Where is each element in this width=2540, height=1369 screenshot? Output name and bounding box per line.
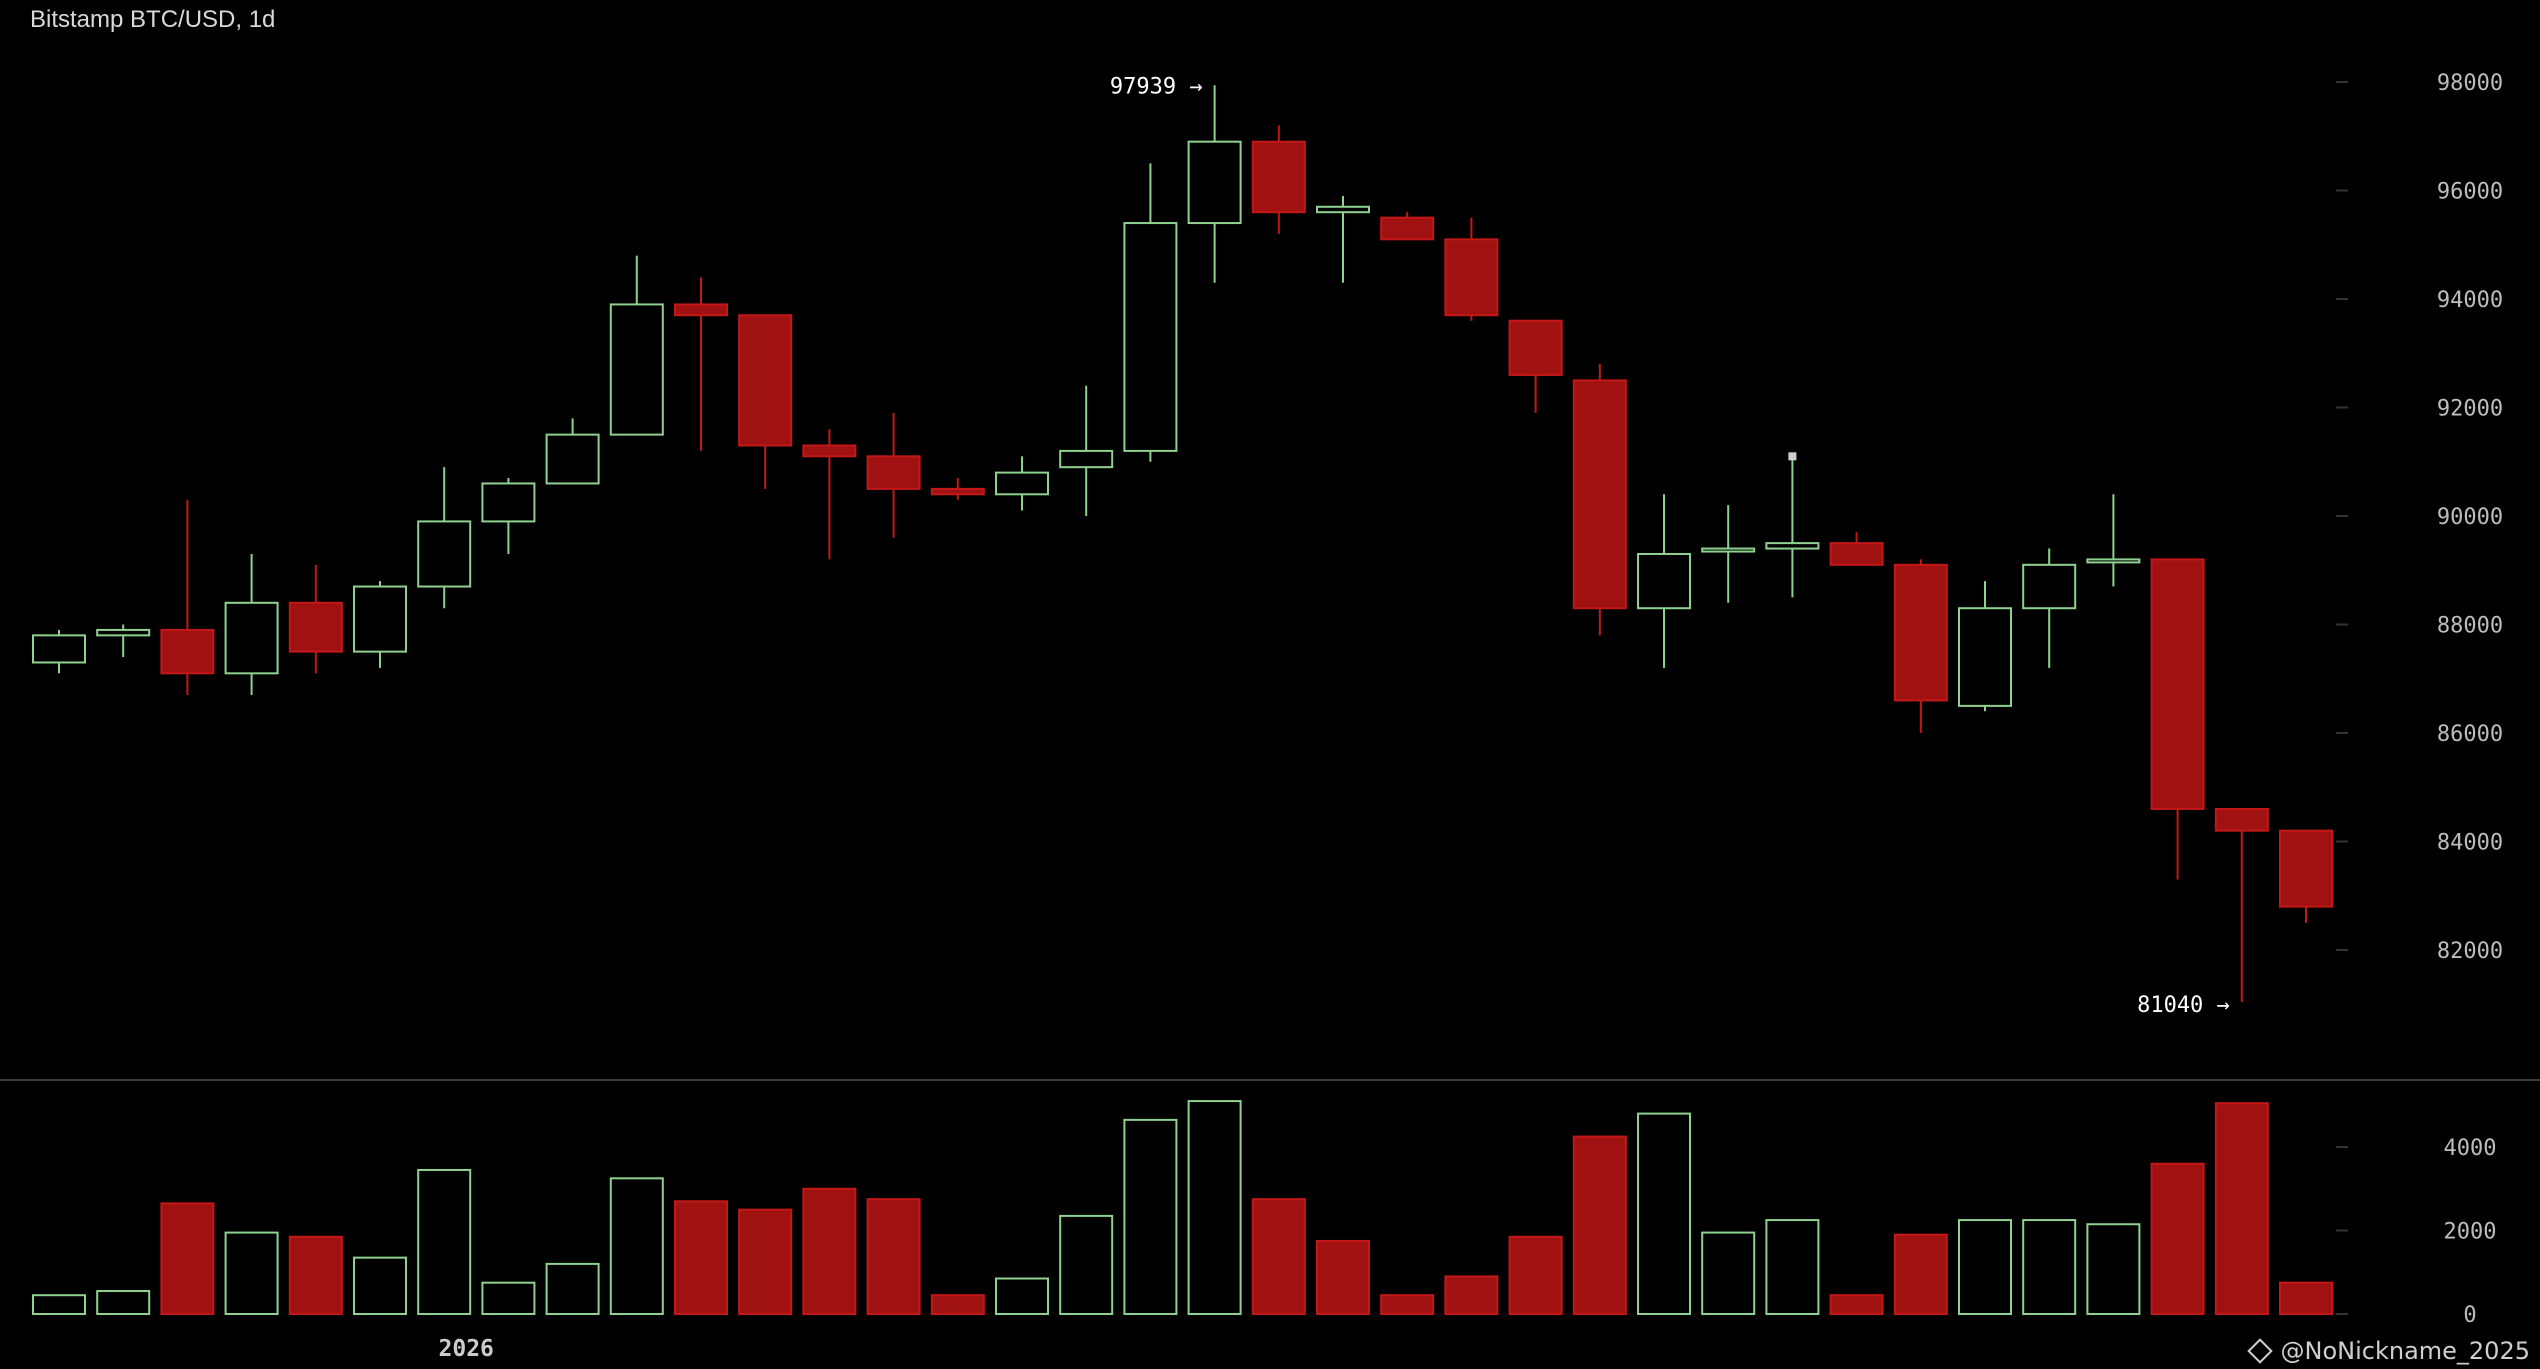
volume-bar-up bbox=[1123, 1118, 1178, 1316]
candle-up bbox=[1316, 205, 1370, 214]
volume-bar-down bbox=[1316, 1239, 1370, 1315]
volume-bar-down bbox=[738, 1208, 793, 1315]
candle-up bbox=[1123, 222, 1178, 452]
volume-bar-down bbox=[2279, 1281, 2333, 1315]
candle-up bbox=[545, 433, 600, 485]
candle-up bbox=[481, 482, 536, 523]
candle-up bbox=[1637, 552, 1691, 610]
volume-bar-down bbox=[1380, 1294, 1435, 1316]
diamond-logo-icon bbox=[2246, 1338, 2273, 1364]
volume-bar-down bbox=[1444, 1275, 1499, 1316]
candle-down bbox=[738, 314, 793, 447]
volume-bar-down bbox=[2214, 1102, 2269, 1315]
price-axis-label: 94000 bbox=[2437, 288, 2503, 313]
candle-down bbox=[160, 628, 215, 675]
candle-down bbox=[1380, 216, 1435, 241]
watermark: @NoNickname_2025 bbox=[2246, 1337, 2531, 1365]
candle-down bbox=[930, 487, 985, 496]
x-axis-label: 2026 bbox=[439, 1336, 494, 1362]
price-axis-label: 92000 bbox=[2437, 397, 2503, 422]
candle-down bbox=[802, 444, 857, 458]
volume-bar-up bbox=[609, 1177, 664, 1315]
candle-down bbox=[1251, 140, 1306, 214]
price-axis-label: 88000 bbox=[2437, 614, 2503, 639]
volume-bar-up bbox=[2022, 1219, 2077, 1315]
candle-down bbox=[1893, 563, 1948, 702]
candle-down bbox=[1508, 319, 1563, 376]
chart-title: Bitstamp BTC/USD, 1d bbox=[30, 6, 276, 33]
candle-up bbox=[353, 585, 407, 653]
price-axis-label: 86000 bbox=[2437, 722, 2503, 747]
volume-bar-up bbox=[995, 1277, 1049, 1315]
volume-bar-up bbox=[1187, 1100, 1242, 1315]
volume-bar-down bbox=[1251, 1198, 1306, 1315]
candle-up bbox=[1059, 449, 1114, 469]
candle-up bbox=[609, 303, 664, 436]
volume-bar-up bbox=[1701, 1231, 1756, 1316]
volume-bar-up bbox=[1958, 1219, 2012, 1315]
volume-bar-down bbox=[1893, 1233, 1948, 1316]
volume-bar-down bbox=[288, 1235, 343, 1315]
volume-bar-down bbox=[1829, 1294, 1884, 1316]
volume-bar-up bbox=[417, 1168, 472, 1316]
volume-bar-down bbox=[1508, 1235, 1563, 1315]
price-axis-label: 82000 bbox=[2437, 939, 2503, 964]
candle-up bbox=[224, 601, 279, 675]
volume-axis-label: 0 bbox=[2463, 1303, 2476, 1328]
candle-up bbox=[417, 520, 472, 588]
candle-down bbox=[1572, 379, 1627, 610]
volume-bar-down bbox=[930, 1294, 985, 1316]
volume-bar-up bbox=[1637, 1112, 1691, 1315]
candle-down bbox=[2214, 807, 2269, 832]
candle-up bbox=[2086, 558, 2141, 564]
volume-bar-down bbox=[1572, 1135, 1627, 1315]
price-axis-label: 96000 bbox=[2437, 180, 2503, 205]
volume-bar-up bbox=[1059, 1214, 1114, 1315]
candle-up bbox=[995, 471, 1049, 496]
volume-bar-up bbox=[545, 1262, 600, 1316]
volume-bar-up bbox=[96, 1290, 151, 1315]
volume-bar-down bbox=[160, 1202, 215, 1316]
volume-bar-down bbox=[866, 1198, 921, 1315]
low-annotation: 81040 → bbox=[2137, 993, 2230, 1018]
volume-bar-up bbox=[1765, 1219, 1820, 1315]
marker-dot bbox=[1788, 452, 1797, 461]
watermark-text: @NoNickname_2025 bbox=[2280, 1337, 2531, 1365]
candle-up bbox=[1187, 140, 1242, 225]
candle-up bbox=[2022, 563, 2077, 610]
candle-down bbox=[2279, 829, 2333, 908]
candle-up bbox=[96, 628, 151, 637]
candle-down bbox=[288, 601, 343, 653]
volume-bar-down bbox=[674, 1200, 728, 1316]
volume-bar-up bbox=[353, 1256, 407, 1315]
volume-axis-label: 2000 bbox=[2444, 1220, 2497, 1245]
candle-down bbox=[1829, 542, 1884, 566]
volume-bar-up bbox=[32, 1294, 86, 1316]
high-annotation: 97939 → bbox=[1110, 74, 1203, 99]
candle-up bbox=[32, 634, 86, 664]
price-axis-label: 98000 bbox=[2437, 71, 2503, 96]
volume-bar-down bbox=[2150, 1162, 2205, 1315]
volume-axis-label: 4000 bbox=[2444, 1136, 2497, 1161]
volume-bar-up bbox=[481, 1281, 536, 1315]
volume-bar-up bbox=[2086, 1223, 2141, 1316]
candle-down bbox=[2150, 558, 2205, 810]
volume-bar-up bbox=[224, 1231, 279, 1316]
candle-up bbox=[1765, 542, 1820, 550]
candle-up bbox=[1701, 547, 1756, 553]
candle-down bbox=[1444, 238, 1499, 317]
candle-down bbox=[674, 303, 728, 317]
price-axis-label: 90000 bbox=[2437, 505, 2503, 530]
price-axis-label: 84000 bbox=[2437, 831, 2503, 856]
candle-down bbox=[866, 455, 921, 490]
candle-up bbox=[1958, 607, 2012, 707]
volume-bar-down bbox=[802, 1187, 857, 1315]
